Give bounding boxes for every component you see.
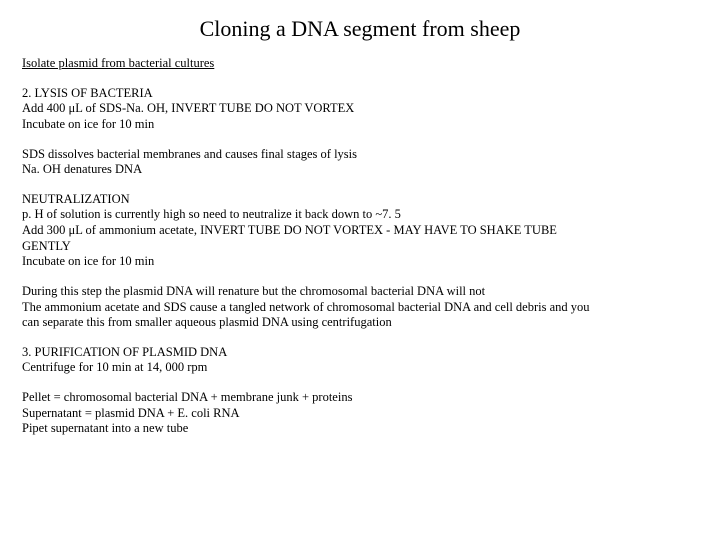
paragraph-isolate: Isolate plasmid from bacterial cultures bbox=[22, 56, 698, 72]
paragraph-sds: SDS dissolves bacterial membranes and ca… bbox=[22, 147, 698, 178]
text-line: Supernatant = plasmid DNA + E. coli RNA bbox=[22, 406, 698, 422]
text-line: The ammonium acetate and SDS cause a tan… bbox=[22, 300, 698, 316]
text-line: Pipet supernatant into a new tube bbox=[22, 421, 698, 437]
paragraph-neutralization: NEUTRALIZATION p. H of solution is curre… bbox=[22, 192, 698, 270]
paragraph-purification: 3. PURIFICATION OF PLASMID DNA Centrifug… bbox=[22, 345, 698, 376]
text-line: can separate this from smaller aqueous p… bbox=[22, 315, 698, 331]
text-line: Isolate plasmid from bacterial cultures bbox=[22, 56, 698, 72]
paragraph-pellet: Pellet = chromosomal bacterial DNA + mem… bbox=[22, 390, 698, 437]
document-page: Cloning a DNA segment from sheep Isolate… bbox=[0, 0, 720, 437]
text-line: Incubate on ice for 10 min bbox=[22, 254, 698, 270]
text-line: Pellet = chromosomal bacterial DNA + mem… bbox=[22, 390, 698, 406]
text-line: 3. PURIFICATION OF PLASMID DNA bbox=[22, 345, 698, 361]
text-line: Incubate on ice for 10 min bbox=[22, 117, 698, 133]
text-line: p. H of solution is currently high so ne… bbox=[22, 207, 698, 223]
text-line: Na. OH denatures DNA bbox=[22, 162, 698, 178]
text-line: SDS dissolves bacterial membranes and ca… bbox=[22, 147, 698, 163]
text-line: NEUTRALIZATION bbox=[22, 192, 698, 208]
text-line: During this step the plasmid DNA will re… bbox=[22, 284, 698, 300]
paragraph-renature: During this step the plasmid DNA will re… bbox=[22, 284, 698, 331]
text-line: Add 400 μL of SDS-Na. OH, INVERT TUBE DO… bbox=[22, 101, 698, 117]
text-line: Centrifuge for 10 min at 14, 000 rpm bbox=[22, 360, 698, 376]
text-line: 2. LYSIS OF BACTERIA bbox=[22, 86, 698, 102]
text-line: GENTLY bbox=[22, 239, 698, 255]
page-title: Cloning a DNA segment from sheep bbox=[22, 16, 698, 42]
paragraph-lysis: 2. LYSIS OF BACTERIA Add 400 μL of SDS-N… bbox=[22, 86, 698, 133]
text-line: Add 300 μL of ammonium acetate, INVERT T… bbox=[22, 223, 698, 239]
